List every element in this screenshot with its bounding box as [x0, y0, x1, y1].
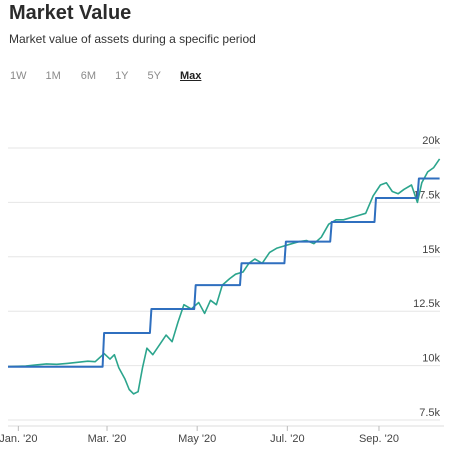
range-1m-tab[interactable]: 1M	[45, 70, 61, 82]
chart-subtitle: Market value of assets during a specific…	[9, 32, 256, 46]
x-tick-label: Jul. '20	[270, 433, 305, 445]
range-5y-tab[interactable]: 5Y	[147, 70, 161, 82]
step-series-line	[8, 177, 440, 368]
y-tick-label: 7.5k	[419, 407, 440, 419]
range-max-tab[interactable]: Max	[180, 70, 202, 82]
y-tick-label: 15k	[422, 244, 440, 256]
y-tick-label: 20k	[422, 135, 440, 147]
market-value-line	[7, 158, 441, 395]
y-tick-label: 12.5k	[413, 298, 440, 310]
x-tick-label: Jan. '20	[0, 433, 37, 445]
range-1y-tab[interactable]: 1Y	[115, 70, 129, 82]
range-6m-tab[interactable]: 6M	[80, 70, 97, 82]
chart-title: Market Value	[9, 2, 132, 24]
x-tick-label: Sep. '20	[359, 433, 399, 445]
y-tick-label: 10k	[422, 353, 440, 365]
x-tick-label: Mar. '20	[88, 433, 127, 445]
x-tick-label: May '20	[178, 433, 216, 445]
range-1w-tab[interactable]: 1W	[10, 70, 27, 82]
range-selector: 1W 1M 6M 1Y 5Y Max	[10, 70, 201, 82]
